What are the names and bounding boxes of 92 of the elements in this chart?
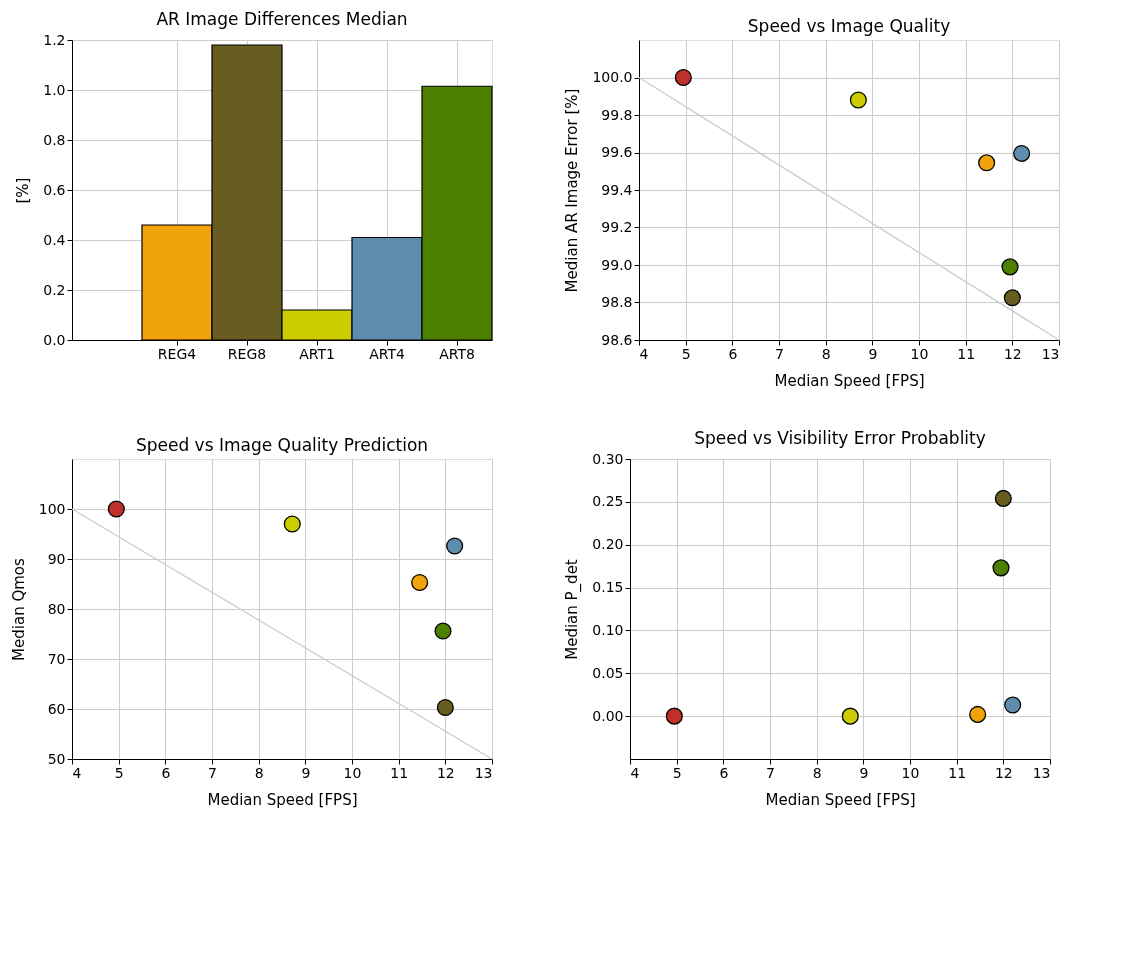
- y-tick-label: 0.0: [43, 331, 66, 348]
- x-tick-label: 11: [390, 764, 409, 781]
- y-tick-label: 0.05: [592, 664, 624, 681]
- x-tick-label: 13: [1041, 345, 1060, 362]
- point: [411, 573, 429, 592]
- x-tick-label: 5: [114, 764, 124, 781]
- point: [849, 91, 867, 109]
- x-tick-label: 11: [948, 764, 967, 781]
- x-tick-label: ART4: [369, 345, 405, 362]
- point: [665, 707, 683, 725]
- x-tick-label: 12: [994, 764, 1013, 781]
- x-tick-label: 12: [436, 764, 455, 781]
- point: [107, 500, 125, 518]
- x-tick-label: 9: [859, 764, 869, 781]
- x-tick-label: 7: [208, 764, 217, 781]
- y-tick-label: 0.30: [592, 450, 624, 467]
- y-axis-title: Median Qmos: [9, 557, 28, 661]
- y-tick-label: 70: [47, 650, 66, 667]
- y-tick-label: 0.6: [43, 181, 66, 198]
- y-tick-label: 0.10: [592, 621, 624, 638]
- y-tick-label: 60: [47, 700, 66, 717]
- point: [992, 559, 1010, 577]
- y-tick-label: 98.8: [601, 294, 633, 310]
- y-tick-label: 0.2: [43, 281, 66, 298]
- x-tick-label: 9: [301, 764, 311, 781]
- x-tick-label: 4: [630, 764, 640, 781]
- y-tick-label: 50: [47, 750, 66, 767]
- x-tick-label: 12: [1003, 345, 1022, 362]
- x-axis-title: Median Speed [FPS]: [774, 371, 925, 390]
- chart-title: Speed vs Image Quality Prediction: [135, 435, 429, 455]
- chart-title: AR Image Differences Median: [156, 9, 408, 29]
- point: [283, 515, 301, 533]
- x-tick-label: 6: [161, 764, 171, 781]
- x-tick-label: 4: [72, 764, 82, 781]
- y-tick-label: 80: [47, 600, 66, 617]
- point: [674, 68, 692, 87]
- x-tick-label: 8: [821, 345, 831, 362]
- y-axis-title: [%]: [14, 177, 33, 204]
- y-tick-label: 1.2: [43, 31, 66, 48]
- x-tick-label: 7: [766, 764, 775, 781]
- x-tick-label: REG8: [227, 345, 267, 362]
- y-tick-label: 100.0: [592, 69, 633, 85]
- chart-title: Speed vs Visibility Error Probablity: [694, 428, 986, 448]
- y-tick-label: 99.8: [601, 106, 633, 123]
- y-tick-label: 0.00: [592, 707, 624, 724]
- y-axis-title: Median P_det: [563, 559, 583, 660]
- y-tick-label: 0.8: [43, 131, 66, 148]
- point: [978, 154, 996, 172]
- y-tick-label: 99.2: [601, 219, 633, 235]
- point: [1004, 696, 1022, 714]
- y-tick-label: 0.25: [592, 493, 624, 510]
- point: [1003, 289, 1021, 307]
- x-tick-label: ART1: [299, 345, 335, 362]
- point: [446, 537, 464, 555]
- point: [994, 489, 1012, 507]
- x-tick-label: 10: [343, 764, 362, 781]
- y-axis-title: Median AR Image Error [%]: [563, 88, 582, 293]
- x-tick-label: 10: [901, 764, 920, 781]
- y-tick-label: 98.6: [601, 331, 633, 348]
- x-tick-label: 8: [812, 764, 822, 781]
- y-tick-label: 0.20: [592, 536, 624, 553]
- x-tick-label: 4: [639, 345, 649, 362]
- x-axis-title: Median Speed [FPS]: [765, 790, 916, 809]
- y-tick-label: 100: [38, 500, 66, 517]
- x-tick-label: 6: [719, 764, 729, 781]
- x-tick-label: 11: [957, 345, 976, 362]
- x-tick-label: 13: [474, 764, 493, 781]
- x-tick-label: ART8: [439, 345, 475, 362]
- chart-title: Speed vs Image Quality: [747, 16, 951, 36]
- x-tick-label: 5: [681, 345, 691, 362]
- point: [1001, 258, 1019, 276]
- point: [1013, 144, 1031, 162]
- x-tick-label: REG4: [157, 345, 197, 362]
- point: [434, 622, 452, 640]
- y-tick-label: 99.6: [601, 144, 633, 160]
- y-tick-label: 90: [47, 550, 66, 567]
- point: [969, 705, 987, 723]
- x-tick-label: 9: [868, 345, 878, 362]
- x-tick-label: 6: [728, 345, 738, 362]
- y-tick-label: 1.0: [43, 81, 66, 98]
- x-tick-label: 8: [254, 764, 264, 781]
- y-tick-label: 0.4: [43, 231, 66, 248]
- x-tick-label: 10: [910, 345, 929, 362]
- y-tick-label: 99.0: [601, 256, 633, 273]
- x-axis-title: Median Speed [FPS]: [207, 790, 358, 809]
- point: [436, 698, 454, 717]
- y-tick-label: 0.15: [592, 579, 624, 596]
- point: [841, 707, 859, 725]
- y-tick-label: 99.4: [601, 181, 633, 198]
- x-tick-label: 7: [775, 345, 784, 362]
- x-tick-label: 13: [1032, 764, 1051, 781]
- x-tick-label: 5: [672, 764, 682, 781]
